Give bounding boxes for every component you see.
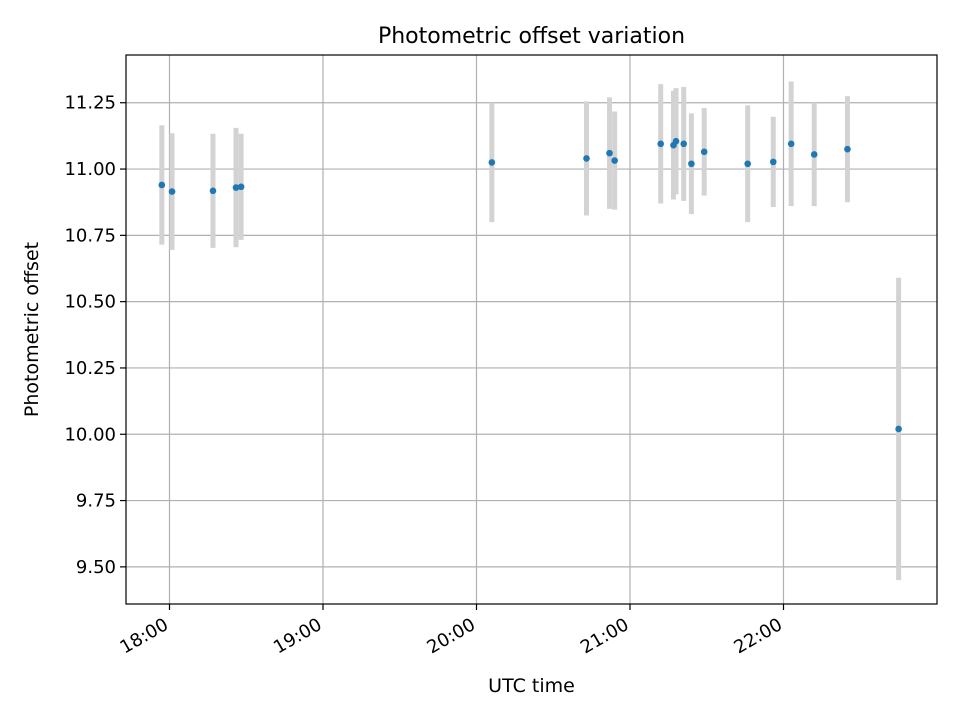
- y-tick-label: 9.50: [76, 557, 116, 578]
- chart-title: Photometric offset variation: [378, 24, 685, 49]
- data-point: [488, 159, 496, 166]
- data-point: [895, 425, 902, 433]
- data-point: [237, 183, 245, 191]
- data-point: [700, 148, 708, 156]
- y-tick-label: 11.00: [64, 159, 116, 180]
- data-point: [844, 145, 851, 153]
- data-point: [657, 140, 664, 148]
- y-tick-label: 10.75: [64, 225, 116, 246]
- data-points: [158, 137, 902, 433]
- data-point: [810, 151, 818, 158]
- data-point: [611, 157, 618, 164]
- grid-lines: [126, 55, 937, 604]
- data-point: [688, 160, 695, 168]
- data-point: [672, 137, 680, 145]
- x-axis-label: UTC time: [488, 675, 575, 697]
- y-tick-label: 9.75: [76, 491, 116, 512]
- data-point: [232, 184, 240, 191]
- data-point: [209, 187, 217, 195]
- plot-frame: [125, 54, 938, 605]
- y-tick-label: 10.00: [64, 424, 116, 445]
- y-tick-label: 10.50: [64, 292, 116, 313]
- y-axis-label: Photometric offset: [21, 242, 43, 417]
- y-tick-label: 10.25: [64, 358, 116, 379]
- y-tick-label: 11.25: [64, 93, 116, 114]
- data-point: [168, 188, 176, 195]
- data-point: [769, 158, 777, 166]
- y-axis-ticks: 9.50 9.75 10.00 10.25 10.50 10.75 11.00 11.25: [64, 93, 126, 578]
- data-point: [787, 140, 795, 148]
- data-point: [606, 149, 613, 157]
- data-point: [158, 181, 166, 189]
- data-point: [680, 140, 688, 148]
- data-point: [583, 155, 590, 162]
- data-point: [744, 160, 751, 168]
